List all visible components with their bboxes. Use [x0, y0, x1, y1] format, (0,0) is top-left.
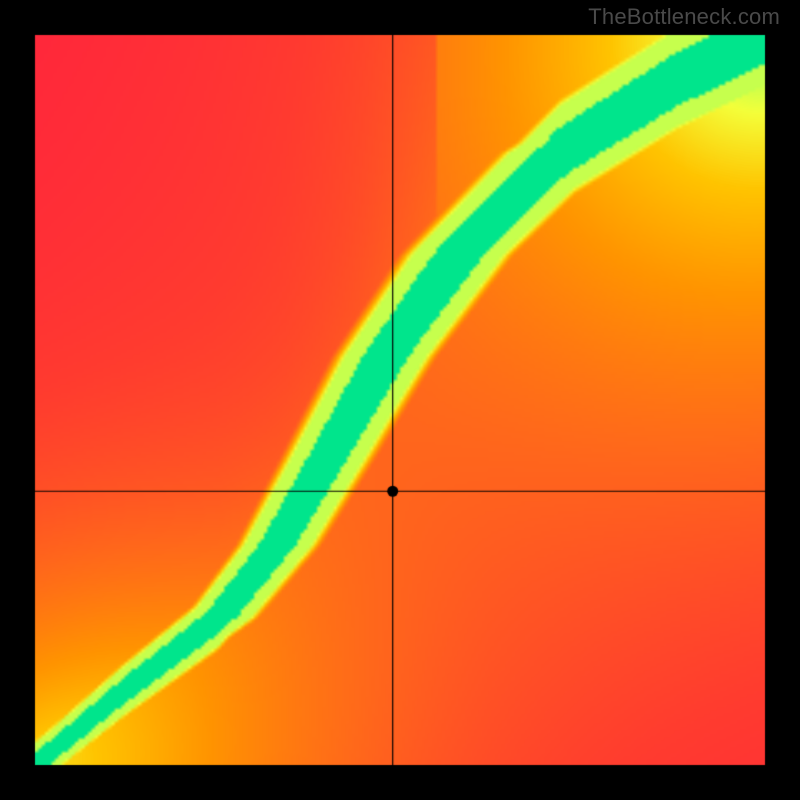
heatmap-canvas: [0, 0, 800, 800]
watermark-text: TheBottleneck.com: [588, 4, 780, 30]
chart-container: TheBottleneck.com: [0, 0, 800, 800]
